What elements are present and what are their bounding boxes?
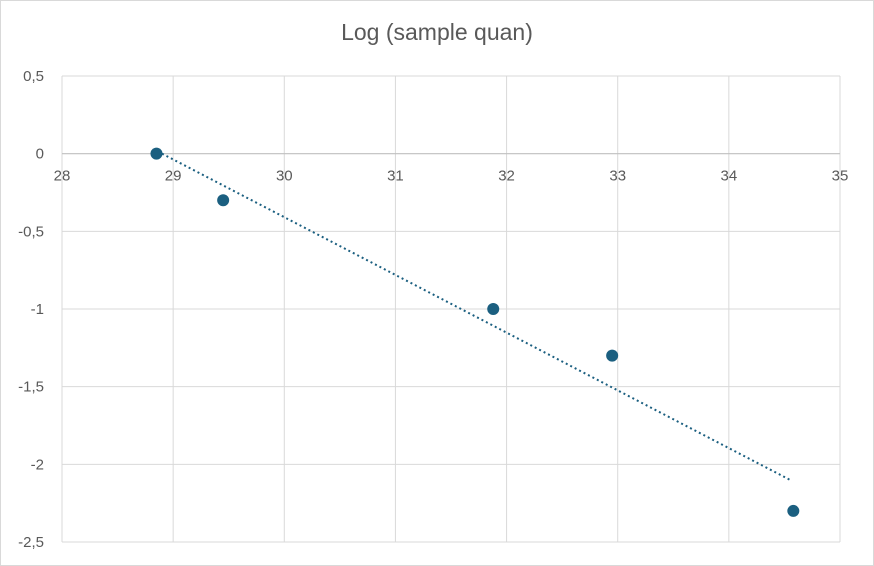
y-tick-label: -0,5	[18, 223, 44, 240]
data-point	[787, 504, 800, 517]
data-point	[217, 194, 230, 207]
data-point	[150, 147, 163, 160]
data-point	[487, 303, 500, 315]
y-tick-label: -2,5	[18, 534, 44, 551]
x-tick-label: 31	[387, 168, 404, 185]
y-tick-label: -2	[31, 456, 44, 473]
x-tick-label: 30	[276, 168, 293, 185]
x-tick-label: 35	[832, 168, 849, 185]
y-tick-label: -1	[31, 301, 44, 318]
trendline	[161, 152, 791, 481]
x-tick-label: 33	[609, 168, 626, 185]
chart-title: Log (sample quan)	[341, 19, 533, 45]
y-tick-label: 0	[36, 146, 44, 163]
x-tick-label: 29	[165, 168, 182, 185]
x-tick-label: 28	[54, 168, 71, 185]
x-tick-label: 32	[498, 168, 515, 185]
y-tick-label: 0,5	[23, 68, 44, 85]
data-point	[606, 349, 619, 362]
x-tick-label: 34	[721, 168, 738, 185]
y-tick-label: -1,5	[18, 379, 44, 396]
